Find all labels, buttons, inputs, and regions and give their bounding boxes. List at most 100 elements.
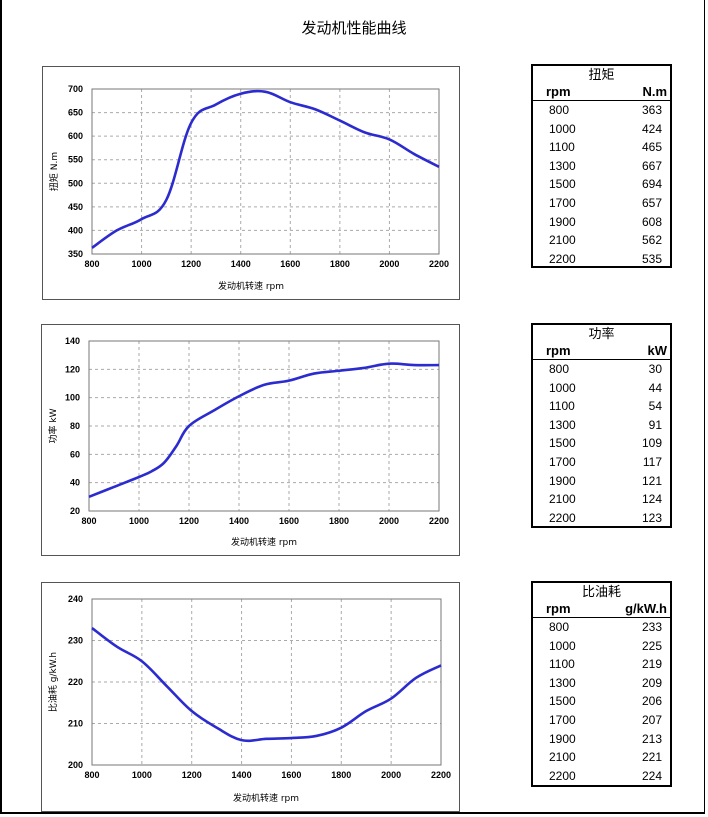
x-tick-label: 1800 <box>330 259 350 269</box>
cell-value: 608 <box>641 214 662 229</box>
cell-value: 123 <box>641 510 662 525</box>
y-tick-label: 20 <box>70 506 80 516</box>
y-tick-label: 350 <box>68 249 83 259</box>
x-tick-label: 2200 <box>429 516 449 526</box>
cell-value: 667 <box>641 158 662 173</box>
cell-rpm: 2100 <box>549 492 576 507</box>
header-rpm: rpm <box>546 84 571 99</box>
table-row: 800 30 <box>533 360 670 379</box>
cell-value: 91 <box>648 417 662 432</box>
table-row: 1300 667 <box>533 157 670 176</box>
table-row: 1900 121 <box>533 472 670 491</box>
x-tick-label: 2000 <box>379 259 399 269</box>
cell-rpm: 1700 <box>549 195 576 210</box>
y-tick-label: 210 <box>68 719 83 729</box>
header-unit: kW <box>647 343 668 358</box>
y-tick-label: 100 <box>65 393 80 403</box>
table-title: 功率 <box>588 327 615 342</box>
power-table: 功率 rpm kW 800 30 1000 44 1100 54 1300 91 1500 109… <box>531 323 672 528</box>
x-tick-label: 2200 <box>429 259 449 269</box>
cell-value: 121 <box>641 473 662 488</box>
y-axis-label: 功率 kW <box>47 408 59 443</box>
cell-rpm: 1300 <box>549 417 576 432</box>
cell-rpm: 1000 <box>549 380 576 395</box>
x-tick-label: 1400 <box>232 770 252 780</box>
table-header: rpm g/kW.h <box>533 601 670 618</box>
table-row: 1500 109 <box>533 434 670 453</box>
table-row: 2200 224 <box>533 767 670 786</box>
table-row: 2100 221 <box>533 748 670 767</box>
x-tick-label: 800 <box>84 770 99 780</box>
cell-rpm: 1300 <box>549 158 576 173</box>
cell-rpm: 1700 <box>549 712 576 727</box>
header-rpm: rpm <box>546 343 571 358</box>
cell-value: 221 <box>641 750 662 765</box>
cell-value: 54 <box>648 399 662 414</box>
cell-rpm: 1700 <box>549 454 576 469</box>
table-row: 1300 91 <box>533 416 670 435</box>
table-row: 1500 694 <box>533 175 670 194</box>
x-axis-label: 发动机转速 rpm <box>218 280 284 292</box>
table-row: 2100 124 <box>533 490 670 509</box>
cell-rpm: 1300 <box>549 675 576 690</box>
chart-svg: 800 1000 1200 1400 1600 1800 2000 2200 350 400 450… <box>48 84 449 292</box>
series-line <box>91 89 440 249</box>
x-tick-label: 1400 <box>231 259 251 269</box>
header-rpm: rpm <box>546 601 571 616</box>
y-axis-label: 扭矩 N.m <box>48 152 60 191</box>
x-tick-label: 2000 <box>379 516 399 526</box>
y-tick-label: 650 <box>68 108 83 118</box>
cell-rpm: 2100 <box>549 233 576 248</box>
cell-rpm: 1000 <box>549 121 576 136</box>
cell-value: 209 <box>641 675 662 690</box>
y-tick-label: 240 <box>68 594 83 604</box>
table-row: 1700 117 <box>533 453 670 472</box>
table-row: 1700 657 <box>533 194 670 213</box>
table-row: 1900 608 <box>533 213 670 232</box>
table-row: 1300 209 <box>533 674 670 693</box>
cell-value: 44 <box>648 380 662 395</box>
plot-area <box>91 598 442 766</box>
cell-value: 109 <box>641 436 662 451</box>
cell-value: 225 <box>641 638 662 653</box>
x-tick-label: 1200 <box>181 259 201 269</box>
x-tick-label: 1400 <box>229 516 249 526</box>
cell-value: 206 <box>641 694 662 709</box>
cell-rpm: 1100 <box>549 140 575 155</box>
table-row: 1500 206 <box>533 692 670 711</box>
bsfc-table: 比油耗 rpm g/kW.h 800 233 1000 225 1100 219 1300 2… <box>531 581 672 787</box>
cell-value: 694 <box>641 177 662 192</box>
cell-rpm: 800 <box>549 362 570 376</box>
torque-chart: 800 1000 1200 1400 1600 1800 2000 2200 350 400 450… <box>42 66 460 300</box>
x-tick-label: 1200 <box>182 770 202 780</box>
table-header: rpm kW <box>533 343 670 360</box>
torque-table: 扭矩 rpm N.m 800 363 1000 424 1100 465 1300 667 15… <box>531 64 672 268</box>
y-tick-label: 80 <box>70 421 80 431</box>
cell-value: 117 <box>642 454 662 469</box>
cell-rpm: 1500 <box>549 694 576 709</box>
x-tick-label: 1200 <box>179 516 199 526</box>
cell-rpm: 2100 <box>549 750 576 765</box>
cell-rpm: 2200 <box>549 510 576 525</box>
cell-rpm: 1500 <box>549 436 576 451</box>
x-tick-label: 1600 <box>280 259 300 269</box>
table-body: 800 30 1000 44 1100 54 1300 91 1500 109 1700 117 190… <box>533 360 670 527</box>
y-tick-label: 140 <box>65 336 80 346</box>
table-title: 比油耗 <box>581 585 621 600</box>
cell-value: 363 <box>641 103 662 117</box>
cell-value: 124 <box>641 492 662 507</box>
cell-rpm: 800 <box>549 620 570 634</box>
cell-rpm: 1900 <box>549 731 576 746</box>
y-tick-label: 230 <box>68 636 83 646</box>
table-row: 1000 44 <box>533 379 670 398</box>
y-tick-label: 60 <box>70 449 80 459</box>
y-axis-label: 比油耗 g/kW.h <box>47 652 59 712</box>
cell-value: 233 <box>641 620 662 634</box>
table-header: rpm N.m <box>533 84 670 101</box>
cell-value: 213 <box>641 731 662 746</box>
y-tick-label: 220 <box>68 677 83 687</box>
table-row: 2200 535 <box>533 250 670 269</box>
x-tick-label: 800 <box>81 516 96 526</box>
y-tick-label: 500 <box>68 178 83 188</box>
y-tick-label: 450 <box>68 202 83 212</box>
